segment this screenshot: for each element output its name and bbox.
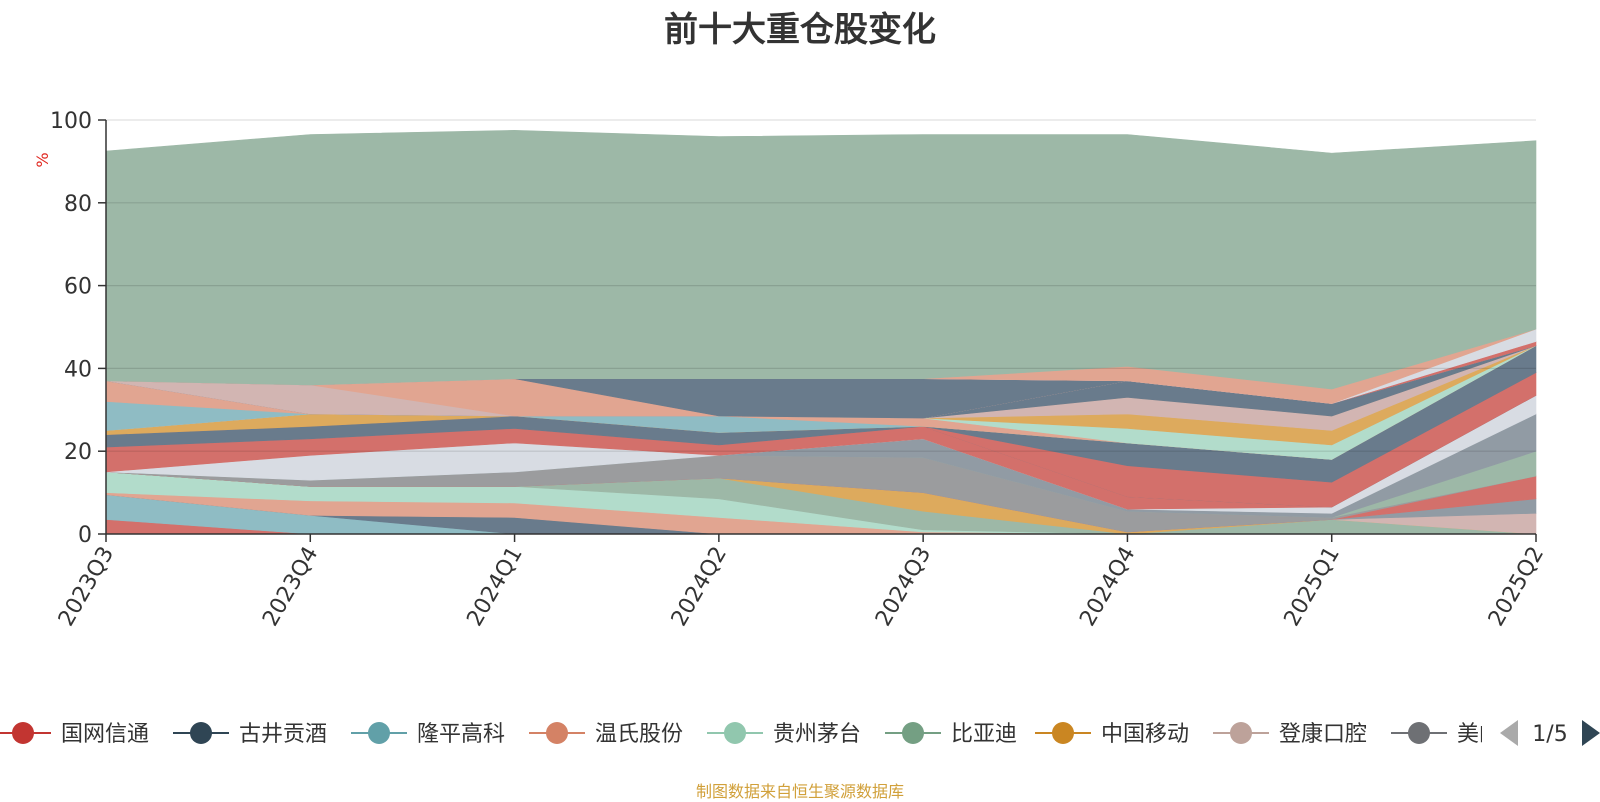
legend-label: 登康口腔 — [1279, 722, 1367, 747]
grid-layer — [106, 119, 1536, 452]
chart-title: 前十大重仓股变化 — [664, 10, 936, 50]
y-tick-label: 40 — [64, 357, 92, 382]
y-tick-label: 0 — [78, 523, 92, 548]
legend-item[interactable]: 登康口腔 — [1213, 722, 1367, 747]
x-tick-label: 2024Q1 — [462, 543, 527, 631]
legend-prev-page-icon[interactable] — [1500, 720, 1518, 746]
y-tick-label: 100 — [50, 109, 92, 134]
legend-label: 比亚迪 — [951, 722, 1017, 747]
legend-label: 中国移动 — [1101, 722, 1189, 747]
legend-marker-icon — [12, 722, 34, 744]
legend-item[interactable]: 国网信通 — [0, 722, 149, 747]
data-source-note: 制图数据来自恒生聚源数据库 — [695, 782, 904, 801]
x-tick-label: 2023Q4 — [258, 543, 323, 631]
legend-marker-icon — [1052, 722, 1074, 744]
x-tick-label: 2024Q2 — [667, 543, 732, 631]
y-tick-label: 60 — [64, 275, 92, 300]
legend-next-page-icon[interactable] — [1582, 720, 1600, 746]
legend-label: 国网信通 — [61, 722, 149, 747]
legend-marker-icon — [368, 722, 390, 744]
legend: 国网信通 古井贡酒 隆平高科 温氏股份 贵州茅台 比亚迪 中国移动 登康口腔 美的 — [0, 722, 1501, 747]
legend-item[interactable]: 中国移动 — [1035, 722, 1189, 747]
y-tick-label: 20 — [64, 440, 92, 465]
legend-label: 隆平高科 — [417, 722, 505, 747]
area-layer — [105, 130, 1537, 535]
x-tick-label: 2024Q3 — [871, 543, 936, 631]
legend-marker-icon — [1408, 722, 1430, 744]
x-tick-label: 2025Q2 — [1484, 543, 1549, 631]
x-tick-label: 2024Q4 — [1075, 543, 1140, 631]
legend-label: 美的 — [1457, 722, 1501, 747]
legend-pager: 1/5 — [1500, 720, 1600, 747]
legend-item[interactable]: 温氏股份 — [529, 722, 683, 747]
legend-item[interactable]: 隆平高科 — [351, 722, 505, 747]
legend-marker-icon — [724, 722, 746, 744]
legend-marker-icon — [190, 722, 212, 744]
legend-marker-icon — [1230, 722, 1252, 744]
y-tick-label: 80 — [64, 192, 92, 217]
legend-page-indicator: 1/5 — [1532, 722, 1567, 747]
legend-marker-icon — [902, 722, 924, 744]
legend-marker-icon — [546, 722, 568, 744]
x-tick-label: 2025Q1 — [1280, 543, 1345, 631]
legend-item[interactable]: 比亚迪 — [885, 722, 1017, 747]
legend-item[interactable]: 美的 — [1391, 722, 1501, 747]
legend-label: 贵州茅台 — [773, 722, 861, 747]
legend-item[interactable]: 古井贡酒 — [173, 722, 327, 747]
x-tick-label: 2023Q3 — [54, 543, 119, 631]
area-series-34 — [105, 130, 1537, 390]
legend-label: 温氏股份 — [595, 722, 683, 747]
y-axis-label: % — [33, 152, 52, 167]
legend-label: 古井贡酒 — [239, 722, 327, 747]
legend-item[interactable]: 贵州茅台 — [707, 722, 861, 747]
